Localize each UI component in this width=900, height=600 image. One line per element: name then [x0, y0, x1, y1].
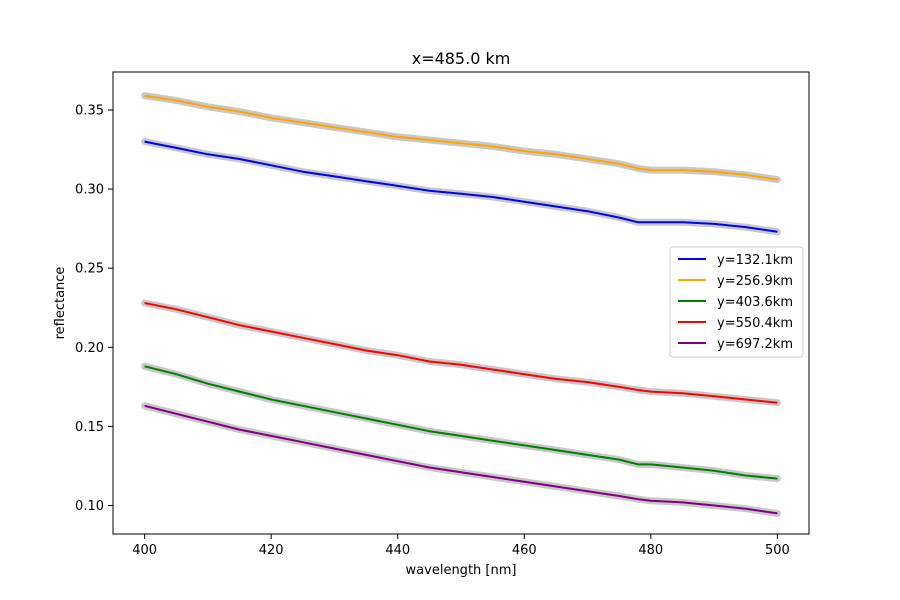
x-axis-ticks: 400 420 440 460 480 500: [132, 534, 790, 558]
chart-title: x=485.0 km: [412, 49, 511, 68]
y-axis-ticks: 0.10 0.15 0.20 0.25 0.30 0.35: [75, 103, 113, 514]
legend-label-2: y=256.9km: [717, 274, 793, 289]
x-tick-label: 400: [132, 543, 157, 558]
series-line-3: [144, 365, 778, 480]
series-line-5: [144, 404, 778, 515]
x-tick-label: 500: [765, 543, 790, 558]
series-line-1: [144, 140, 778, 233]
x-axis-label: wavelength [nm]: [406, 563, 517, 578]
x-tick-label: 420: [259, 543, 284, 558]
y-tick-label: 0.30: [75, 183, 104, 198]
legend-label-5: y=697.2km: [717, 337, 793, 352]
x-tick-label: 460: [512, 543, 537, 558]
y-tick-label: 0.25: [75, 262, 104, 277]
legend-box: [669, 246, 804, 358]
series-line-4: [144, 302, 778, 404]
y-tick-label: 0.15: [75, 420, 104, 435]
legend-label-3: y=403.6km: [717, 295, 793, 310]
y-axis-label: reflectance: [53, 267, 68, 340]
series-line-2: [144, 94, 778, 181]
series-lines: [144, 94, 778, 515]
x-tick-label: 440: [385, 543, 410, 558]
legend-label-1: y=132.1km: [717, 253, 793, 268]
plot-frame: [112, 71, 810, 535]
y-tick-label: 0.20: [75, 341, 104, 356]
legend: y=132.1km y=256.9km y=403.6km y=550.4km y=69…: [669, 246, 804, 358]
y-tick-label: 0.35: [75, 103, 104, 118]
legend-label-4: y=550.4km: [717, 316, 793, 331]
y-tick-label: 0.10: [75, 499, 104, 514]
x-tick-label: 480: [638, 543, 663, 558]
